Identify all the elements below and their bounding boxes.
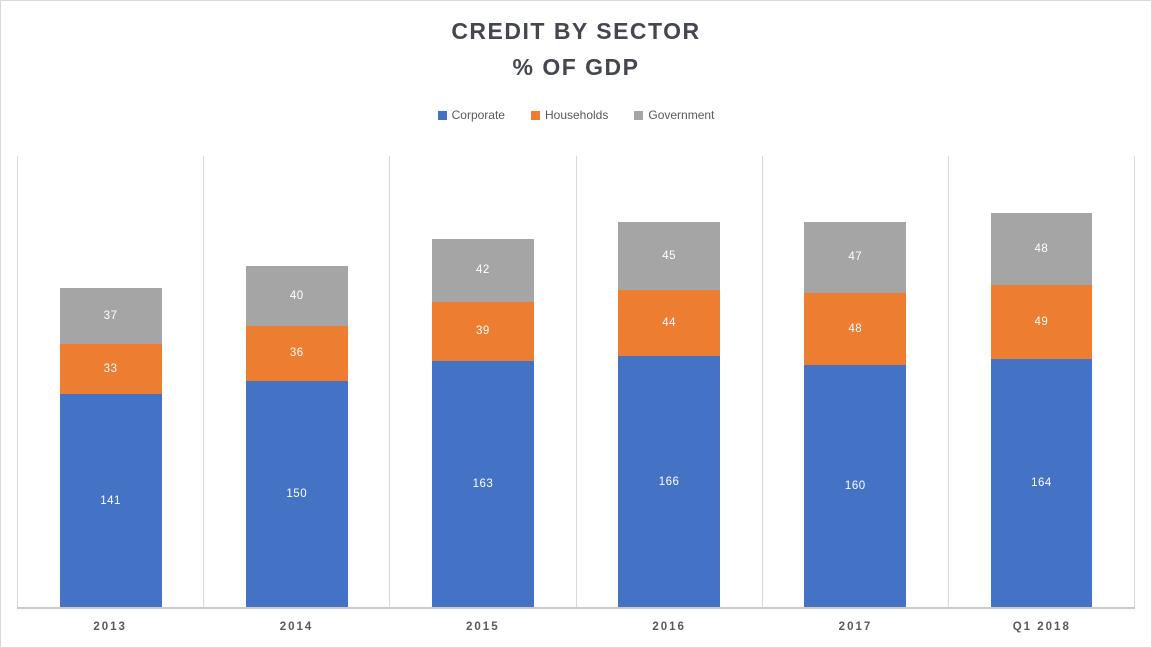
bar-segment-corporate: 166 (618, 356, 721, 607)
data-label: 33 (103, 363, 118, 376)
bar-segment-households: 49 (990, 285, 1093, 360)
stacked-bar: 47 48 160 (804, 221, 907, 607)
category-label: 2013 (93, 621, 127, 633)
stacked-bar: 40 36 150 (245, 265, 348, 607)
data-label: 166 (658, 475, 680, 488)
data-label: 47 (848, 251, 863, 264)
data-label: 150 (286, 487, 308, 500)
bar-segment-government: 47 (804, 221, 907, 293)
bar-segment-households: 44 (618, 289, 721, 357)
category-label: 2017 (838, 621, 873, 633)
data-label: 48 (848, 323, 863, 336)
stacked-bar: 45 44 166 (618, 221, 721, 607)
category-cell: 47 48 160 (761, 156, 948, 607)
stacked-bar: 37 33 141 (59, 288, 162, 607)
bar-segment-corporate: 164 (990, 359, 1093, 607)
data-label: 44 (662, 317, 676, 330)
legend: Corporate Households Government (1, 107, 1151, 123)
chart-title: CREDIT BY SECTOR % OF GDP (1, 1, 1151, 85)
data-label: 42 (476, 264, 490, 277)
government-swatch-icon (634, 110, 644, 120)
bar-segment-corporate: 160 (804, 365, 907, 607)
corporate-swatch-icon (437, 110, 447, 120)
data-label: 39 (476, 325, 490, 338)
category-cell: 40 36 150 (203, 156, 389, 607)
bar-segment-households: 39 (432, 302, 534, 361)
data-label: 141 (100, 494, 121, 507)
data-label: 45 (662, 249, 676, 262)
category-label: 2016 (652, 621, 686, 633)
bar-segment-government: 42 (432, 238, 534, 303)
data-label: 40 (289, 289, 304, 302)
legend-item-households: Households (530, 108, 609, 122)
category-cell: 37 33 141 (17, 156, 203, 607)
bar-segment-households: 48 (804, 292, 907, 366)
bar-segment-households: 33 (59, 344, 162, 395)
axis-labels: 2013 2014 2015 2016 2017 Q1 2018 (17, 609, 1135, 645)
data-label: 37 (103, 310, 118, 323)
data-label: 36 (289, 347, 304, 360)
bar-segment-corporate: 163 (432, 360, 534, 607)
legend-label: Corporate (451, 108, 505, 122)
legend-item-government: Government (634, 108, 714, 122)
bar-segment-households: 36 (245, 326, 348, 381)
category-cell: 45 44 166 (575, 156, 762, 607)
category-cell: 42 39 163 (389, 156, 575, 607)
plot-area: 37 33 141 40 36 150 42 39 163 45 44 166 47 48 160 48 49 1… (17, 156, 1136, 609)
bar-segment-government: 45 (618, 221, 721, 290)
bar-segment-corporate: 141 (59, 394, 162, 607)
bar-segment-government: 37 (59, 288, 162, 345)
category-label: 2014 (279, 621, 314, 633)
category-label: 2015 (466, 621, 500, 633)
chart-title-line1: CREDIT BY SECTOR (451, 18, 701, 44)
legend-label: Government (648, 108, 715, 122)
bar-segment-government: 40 (245, 265, 348, 327)
bar-segment-government: 48 (990, 212, 1093, 286)
category-cell: 48 49 164 (947, 156, 1136, 607)
stacked-bar: 48 49 164 (990, 212, 1093, 607)
bar-segment-corporate: 150 (245, 380, 348, 607)
data-label: 49 (1034, 316, 1049, 329)
category-label: Q1 2018 (1012, 621, 1071, 633)
data-label: 164 (1031, 477, 1052, 490)
stacked-bar: 42 39 163 (432, 238, 534, 607)
households-swatch-icon (530, 110, 540, 120)
data-label: 163 (472, 477, 494, 490)
data-label: 160 (844, 480, 866, 493)
legend-item-corporate: Corporate (437, 108, 505, 122)
legend-label: Households (544, 108, 609, 122)
chart-title-line2: % OF GDP (512, 54, 640, 80)
data-label: 48 (1034, 243, 1049, 256)
